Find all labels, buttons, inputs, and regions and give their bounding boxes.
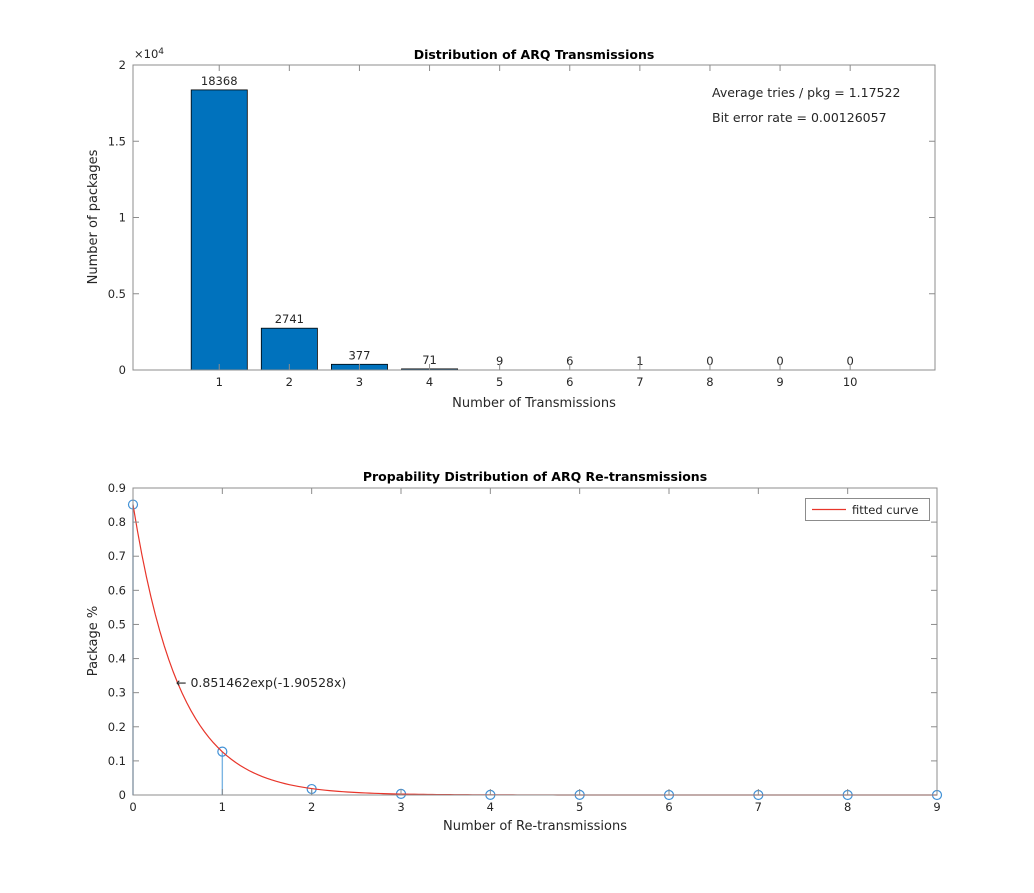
y-tick-label: 0.9 xyxy=(108,481,126,495)
x-tick-label: 5 xyxy=(576,800,583,814)
y-tick-label: 1.5 xyxy=(108,134,126,148)
bar-value-label: 71 xyxy=(422,353,437,367)
y-tick-label: 0.5 xyxy=(108,617,126,631)
x-tick-label: 7 xyxy=(755,800,762,814)
x-tick-label: 4 xyxy=(487,800,494,814)
x-tick-label: 9 xyxy=(933,800,940,814)
bar-value-label: 1 xyxy=(636,354,643,368)
bar-value-label: 0 xyxy=(706,354,713,368)
x-tick-label: 8 xyxy=(706,375,713,389)
x-tick-label: 3 xyxy=(397,800,404,814)
bar-value-label: 2741 xyxy=(275,312,304,326)
x-tick-label: 9 xyxy=(776,375,783,389)
chart2-yaxis-label: Package % xyxy=(86,606,101,676)
x-tick-label: 2 xyxy=(308,800,315,814)
x-tick-label: 4 xyxy=(426,375,433,389)
legend: fitted curve xyxy=(805,498,930,521)
y-tick-label: 2 xyxy=(119,58,126,72)
stem-chart-graphics: 0 1 2 3 4 5 6 7 8 9 0 0.1 0.2 0.3 0.4 0.5 0.6 0.7 0.8 0.9 xyxy=(108,481,943,814)
chart1-title: Distribution of ARQ Transmissions xyxy=(414,47,655,62)
x-tick-label: 2 xyxy=(286,375,293,389)
fitted-curve xyxy=(132,504,937,796)
y-tick-label: 0.1 xyxy=(108,754,126,768)
x-tick-label: 3 xyxy=(356,375,363,389)
bit-error-rate-annotation: Bit error rate = 0.00126057 xyxy=(712,110,887,125)
x-tick-label: 6 xyxy=(665,800,672,814)
x-tick-label: 5 xyxy=(496,375,503,389)
y-tick-label: 0 xyxy=(119,788,126,802)
legend-box xyxy=(805,498,930,521)
chart1-yaxis-label: Number of packages xyxy=(86,149,101,284)
bar-value-label: 377 xyxy=(348,348,370,362)
x-tick-label: 0 xyxy=(129,800,136,814)
x-tick-label: 1 xyxy=(216,375,223,389)
y-tick-label: 1 xyxy=(119,211,126,225)
plot-box xyxy=(132,64,936,371)
y-tick-label: 0.2 xyxy=(108,720,126,734)
chart2-title: Propability Distribution of ARQ Re-trans… xyxy=(363,469,707,484)
stem-marker xyxy=(217,746,228,757)
y-tick-label: 0 xyxy=(119,363,126,377)
average-tries-annotation: Average tries / pkg = 1.17522 xyxy=(712,85,900,100)
y-axis-exponent-label: ×104 xyxy=(134,47,164,61)
x-tick-label: 7 xyxy=(636,375,643,389)
x-tick-label: 1 xyxy=(219,800,226,814)
y-tick-label: 0.7 xyxy=(108,549,126,563)
plot-box xyxy=(132,487,938,796)
y-tick-label: 0.6 xyxy=(108,583,126,597)
y-tick-label: 0.4 xyxy=(108,652,126,666)
y-tick-label: 0.5 xyxy=(108,287,126,301)
bar-value-label: 9 xyxy=(496,354,503,368)
y-tick-label: 0.8 xyxy=(108,515,126,529)
legend-label: fitted curve xyxy=(852,503,919,517)
bar xyxy=(260,327,318,371)
y-tick-label: 0.3 xyxy=(108,686,126,700)
fit-equation-annotation: ← 0.851462exp(-1.90528x) xyxy=(176,675,346,690)
chart2-xaxis-label: Number of Re-transmissions xyxy=(443,819,627,834)
bar-value-label: 0 xyxy=(847,354,854,368)
x-tick-label: 8 xyxy=(844,800,851,814)
x-tick-label: 10 xyxy=(843,375,858,389)
bar-value-label: 18368 xyxy=(201,74,238,88)
bar-value-label: 0 xyxy=(776,354,783,368)
bar xyxy=(190,89,248,371)
bar-value-label: 6 xyxy=(566,354,573,368)
chart1-xaxis-label: Number of Transmissions xyxy=(452,396,616,411)
x-tick-label: 6 xyxy=(566,375,573,389)
